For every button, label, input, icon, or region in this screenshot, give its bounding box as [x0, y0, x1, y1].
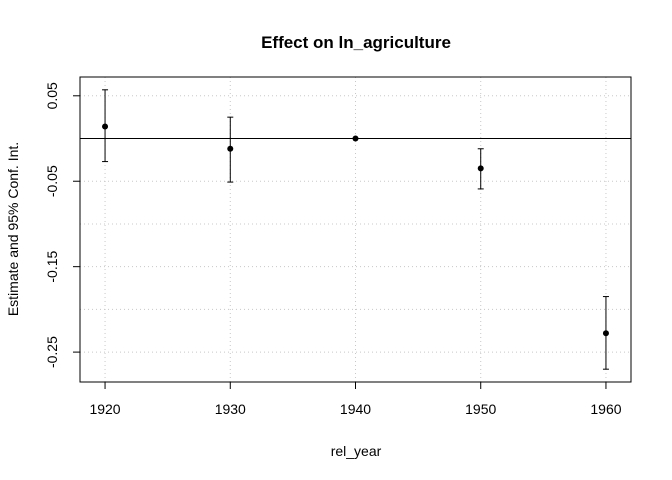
y-axis-label: Estimate and 95% Conf. Int. [5, 142, 21, 316]
chart-title: Effect on ln_agriculture [261, 33, 451, 52]
estimate-point [602, 330, 609, 337]
estimate-point [102, 123, 109, 130]
x-tick-label: 1960 [590, 401, 621, 417]
x-tick-label: 1930 [215, 401, 246, 417]
y-tick-label: -0.05 [44, 165, 60, 197]
x-axis: 1920 1930 1940 1950 1960 [89, 381, 622, 417]
estimate-point [477, 165, 484, 172]
y-tick-label: 0.05 [44, 82, 60, 109]
estimate-points [102, 123, 609, 337]
estimate-point [227, 145, 234, 152]
y-axis: 0.05 -0.05 -0.15 -0.25 [44, 82, 81, 368]
x-tick-label: 1940 [340, 401, 371, 417]
x-tick-label: 1950 [465, 401, 496, 417]
grid-lines [80, 77, 631, 382]
x-axis-label: rel_year [331, 443, 382, 459]
estimate-point [352, 135, 359, 142]
y-tick-label: -0.15 [44, 251, 60, 283]
y-tick-label: -0.25 [44, 336, 60, 368]
x-tick-label: 1920 [89, 401, 120, 417]
